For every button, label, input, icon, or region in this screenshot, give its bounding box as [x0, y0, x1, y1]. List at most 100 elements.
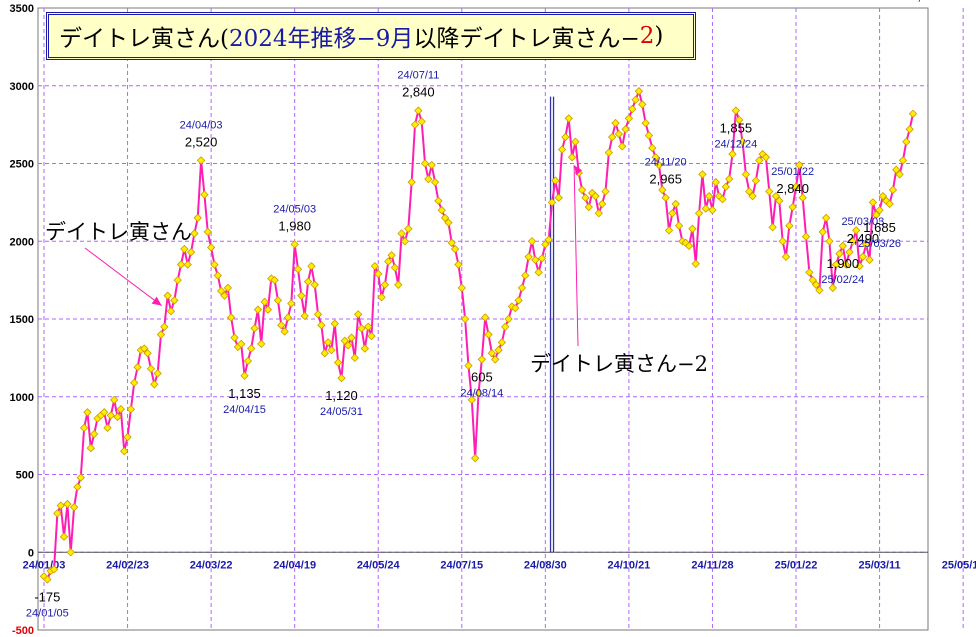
data-point: [771, 191, 781, 201]
data-point: [53, 509, 62, 518]
data-point: [684, 241, 694, 251]
data-point: [838, 241, 847, 251]
date-label: 24/01/05: [26, 607, 69, 619]
date-label: 25/03/03: [841, 216, 884, 228]
data-point: [230, 333, 239, 342]
data-point: [390, 263, 400, 272]
data-point: [464, 361, 473, 370]
data-point: [73, 482, 82, 492]
data-point: [227, 313, 236, 322]
data-point: [253, 305, 263, 314]
data-point: [581, 193, 590, 202]
data-point: [176, 260, 186, 269]
x-tick-label: 24/03/22: [190, 559, 233, 571]
data-point: [708, 205, 717, 215]
data-point: [69, 502, 79, 512]
data-point: [704, 191, 714, 201]
data-point: [467, 395, 476, 405]
date-label: 25/03/26: [858, 238, 901, 250]
date-label: 25/04/29: [905, 0, 948, 3]
data-point: [557, 145, 567, 154]
data-point: [785, 221, 794, 230]
data-point: [63, 499, 72, 509]
date-label: 25/05/30: [965, 0, 976, 3]
data-point: [113, 412, 122, 422]
data-point: [524, 252, 533, 261]
data-point: [527, 237, 537, 246]
data-point: [400, 237, 410, 246]
data-point: [420, 159, 430, 168]
data-point: [287, 299, 296, 308]
data-point: [791, 182, 801, 191]
data-point: [651, 153, 660, 162]
data-point: [745, 187, 754, 196]
data-point: [166, 307, 176, 316]
y-tick-label: 1500: [10, 314, 34, 326]
y-tick-label: 1000: [10, 392, 34, 404]
data-point: [323, 338, 333, 347]
grid-lines: [37, 7, 964, 631]
data-point: [664, 226, 674, 235]
data-point: [263, 305, 273, 314]
data-point: [457, 283, 466, 293]
data-point: [852, 226, 861, 235]
callout-arrowhead: [151, 296, 162, 306]
data-point: [280, 327, 289, 336]
data-point: [283, 313, 293, 322]
callout-arrow: [84, 247, 162, 307]
x-tick-label: 24/08/30: [524, 559, 567, 571]
callout-arrow: [573, 165, 579, 347]
date-label: 24/05/31: [320, 406, 363, 418]
value-label: 2,490: [847, 231, 880, 246]
data-point: [434, 196, 443, 205]
data-point: [608, 132, 617, 142]
data-point: [831, 260, 841, 269]
data-point: [594, 209, 603, 218]
value-label: 1,855: [720, 121, 753, 136]
data-point: [671, 199, 680, 209]
data-point: [357, 324, 366, 333]
y-tick-label: -500: [12, 625, 34, 637]
data-point: [163, 291, 172, 300]
data-point: [364, 322, 373, 331]
data-point: [133, 363, 142, 372]
data-markers: [39, 87, 918, 584]
value-label: 1,120: [325, 388, 358, 403]
data-point: [788, 202, 797, 212]
data-point: [360, 344, 370, 353]
data-point: [698, 170, 707, 179]
data-point: [243, 356, 253, 366]
x-tick-label: 24/02/23: [106, 559, 149, 571]
data-point: [310, 280, 319, 289]
value-label: -175: [34, 589, 60, 604]
data-point: [674, 221, 684, 230]
date-label: 24/07/11: [397, 70, 439, 82]
value-label: 2,840: [402, 85, 435, 100]
data-point: [116, 405, 126, 414]
data-point: [333, 358, 343, 367]
x-tick-label: 25/03/11: [858, 559, 900, 571]
data-point: [805, 268, 814, 277]
data-point: [343, 341, 353, 350]
data-point: [497, 338, 507, 347]
data-point: [180, 244, 189, 254]
data-point: [554, 193, 563, 202]
x-tick-label: 24/04/19: [273, 559, 316, 571]
data-point: [862, 240, 871, 249]
data-point: [59, 532, 69, 541]
data-point: [624, 114, 634, 123]
data-point: [247, 344, 256, 353]
data-point: [474, 389, 483, 398]
data-point: [818, 227, 827, 237]
title-part-4: 2: [639, 23, 655, 49]
data-point: [544, 235, 553, 244]
data-point: [551, 176, 560, 185]
data-point: [821, 213, 831, 223]
data-point: [410, 120, 420, 129]
data-point: [440, 213, 450, 223]
data-point: [273, 296, 283, 305]
data-point: [460, 314, 470, 324]
data-point: [781, 252, 791, 261]
data-point: [775, 196, 784, 205]
data-point: [494, 345, 503, 355]
